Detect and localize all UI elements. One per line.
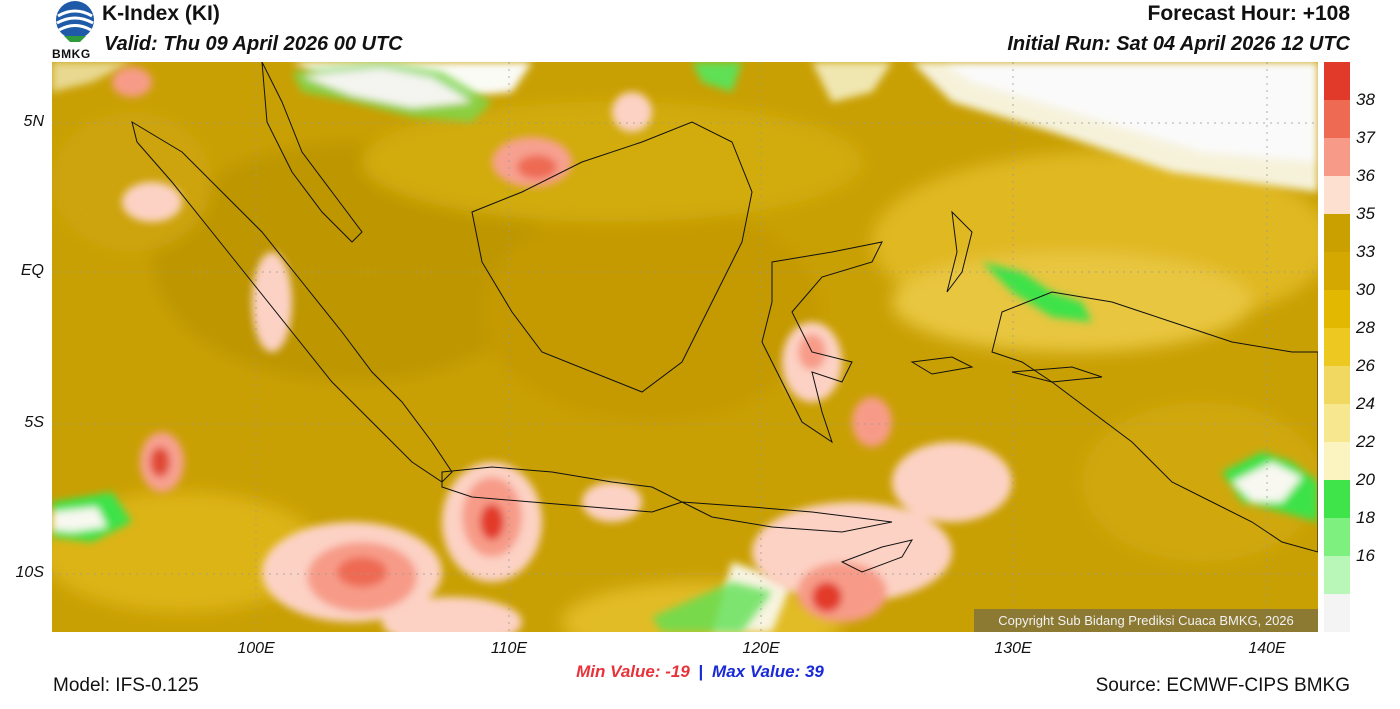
colorbar-segment <box>1324 480 1350 519</box>
colorbar-segment <box>1324 100 1350 139</box>
colorbar-label: 20 <box>1356 470 1375 489</box>
min-max-values: Min Value: -19 | Max Value: 39 <box>0 662 1400 682</box>
colorbar-label: 26 <box>1356 356 1375 375</box>
lon-label-140e: 140E <box>1248 640 1286 657</box>
logo-text: BMKG <box>52 47 91 61</box>
lon-label-130e: 130E <box>994 640 1032 657</box>
colorbar-segment <box>1324 442 1350 481</box>
colorbar-segment <box>1324 556 1350 595</box>
colorbar-label: 16 <box>1356 546 1375 565</box>
lat-label-10s: 10S <box>15 564 44 581</box>
colorbar-label: 30 <box>1356 280 1375 299</box>
lat-label-eq: EQ <box>20 262 44 279</box>
gridlines <box>52 62 1318 632</box>
min-max-separator: | <box>698 662 704 681</box>
chart-title: K-Index (KI) <box>102 2 220 25</box>
lon-label-110e: 110E <box>490 640 528 657</box>
lon-label-100e: 100E <box>237 640 275 657</box>
colorbar-label: 35 <box>1356 204 1375 223</box>
colorbar-segment <box>1324 214 1350 253</box>
lat-label-5n: 5N <box>23 113 44 130</box>
colorbar-label: 36 <box>1356 166 1375 185</box>
colorbar-label: 24 <box>1356 394 1375 413</box>
coastlines <box>131 62 1318 573</box>
bmkg-logo-icon <box>56 1 94 42</box>
colorbar-label: 33 <box>1356 242 1375 261</box>
colorbar-segment <box>1324 138 1350 177</box>
colorbar-segment <box>1324 328 1350 367</box>
colorbar-label: 18 <box>1356 508 1375 527</box>
colorbar-segment <box>1324 252 1350 291</box>
lat-label-5s: 5S <box>24 414 44 431</box>
max-value: Max Value: 39 <box>712 662 824 681</box>
lon-label-120e: 120E <box>742 640 780 657</box>
forecast-hour: Forecast Hour: +108 <box>1147 2 1351 25</box>
colorbar-segment <box>1324 518 1350 557</box>
colorbar-segment <box>1324 176 1350 215</box>
colorbar-segment <box>1324 366 1350 405</box>
colorbar-label: 22 <box>1356 432 1375 451</box>
colorbar-segment <box>1324 290 1350 329</box>
min-value: Min Value: -19 <box>576 662 690 681</box>
initial-run: Initial Run: Sat 04 April 2026 12 UTC <box>1007 33 1350 55</box>
colorbar-segment <box>1324 594 1350 632</box>
colorbar-segment <box>1324 62 1350 101</box>
colorbar-segment <box>1324 404 1350 443</box>
colorbar-label: 37 <box>1356 128 1375 147</box>
copyright-notice: Copyright Sub Bidang Prediksi Cuaca BMKG… <box>974 609 1318 632</box>
model-label: Model: IFS-0.125 <box>53 675 199 696</box>
colorbar-label: 38 <box>1356 90 1375 109</box>
valid-time: Valid: Thu 09 April 2026 00 UTC <box>104 33 403 55</box>
colorbar-label: 28 <box>1356 318 1375 337</box>
colorbar <box>1324 62 1350 632</box>
source-label: Source: ECMWF-CIPS BMKG <box>1095 675 1350 696</box>
k-index-map <box>52 62 1318 632</box>
